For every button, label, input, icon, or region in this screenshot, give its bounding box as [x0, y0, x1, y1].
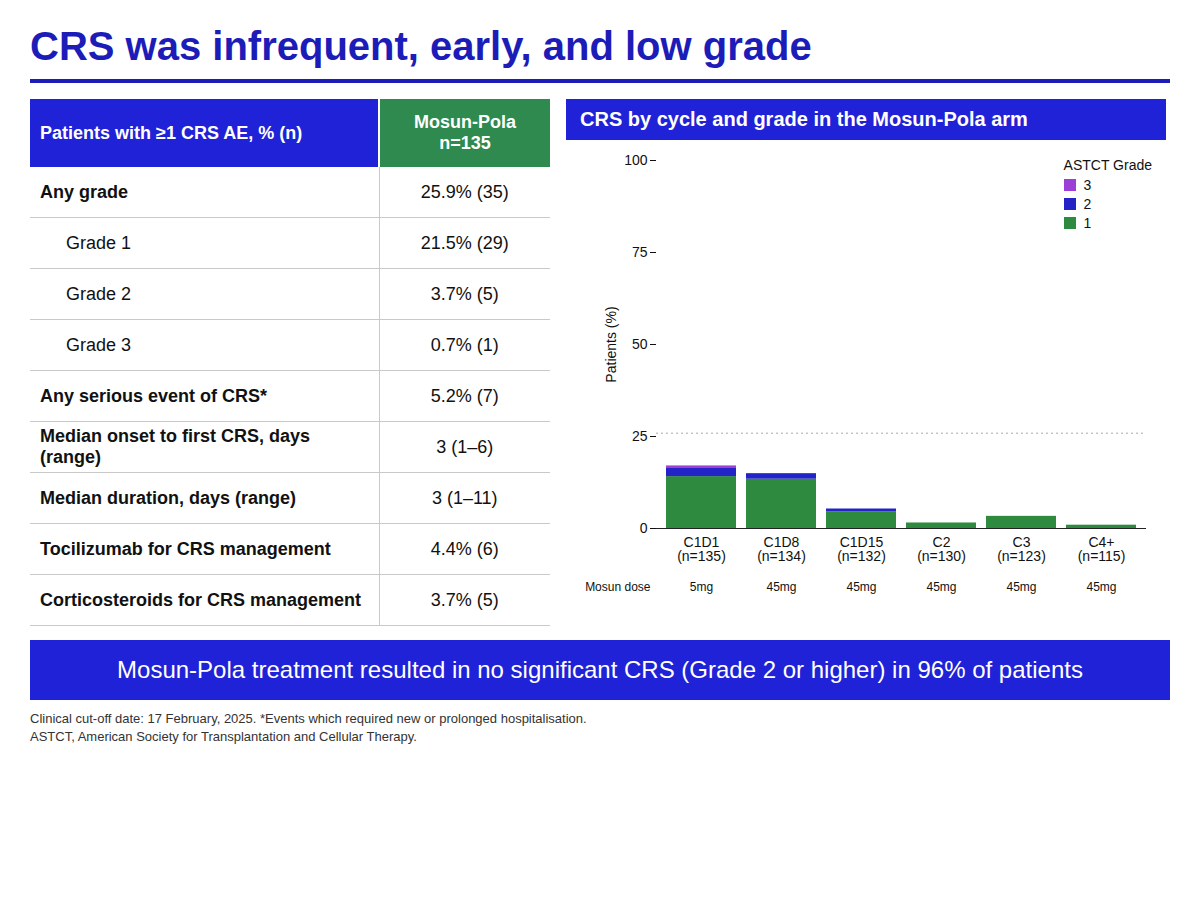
svg-text:C4+(n=115): C4+(n=115)	[1078, 534, 1126, 564]
html-text:3 (1–11): 3 (1–11)	[431, 487, 498, 508]
svg-text:45mg: 45mg	[766, 580, 796, 594]
html-text:5.2% (7): 5.2% (7)	[430, 385, 499, 406]
html-text:Clinical cut-off date: 17 Febr: Clinical cut-off date: 17 February, 2025…	[30, 711, 587, 726]
svg-text:5mg: 5mg	[690, 580, 713, 594]
html-text:Any serious event of CRS*: Any serious event of CRS*	[40, 385, 268, 406]
html-text:ASTCT, American Society for Tr: ASTCT, American Society for Transplantat…	[30, 729, 417, 744]
html-text:CRS by cycle and grade in the: CRS by cycle and grade in the Mosun-Pola…	[580, 108, 1028, 130]
svg-text:0: 0	[640, 520, 648, 536]
html-text:21.5% (29): 21.5% (29)	[420, 232, 509, 253]
svg-text:C3(n=123): C3(n=123)	[997, 534, 1046, 564]
html-text:1: 1	[1083, 215, 1092, 231]
svg-text:45mg: 45mg	[1086, 580, 1116, 594]
svg-text:C1D8(n=134): C1D8(n=134)	[757, 534, 806, 564]
svg-text:C2(n=130): C2(n=130)	[917, 534, 966, 564]
html-text:ASTCT Grade: ASTCT Grade	[1063, 157, 1152, 173]
svg-text:45mg: 45mg	[926, 580, 956, 594]
html-text:25.9% (35): 25.9% (35)	[420, 181, 509, 202]
html-text:Tocilizumab for CRS management: Tocilizumab for CRS management	[40, 538, 331, 559]
html-text:n=135: n=135	[439, 133, 491, 153]
svg-text:C1D15(n=132): C1D15(n=132)	[837, 534, 886, 564]
svg-text:100: 100	[624, 152, 648, 168]
svg-text:75: 75	[632, 244, 648, 260]
html-text:3.7% (5): 3.7% (5)	[430, 589, 499, 610]
html-text:Grade 1: Grade 1	[66, 232, 131, 253]
html-text:Grade 3: Grade 3	[66, 334, 131, 355]
html-text:Median onset to first CRS, day: Median onset to first CRS, days (range)	[40, 426, 310, 467]
svg-text:C1D1(n=135): C1D1(n=135)	[677, 534, 726, 564]
html-text:Grade 2: Grade 2	[66, 283, 131, 304]
svg-text:45mg: 45mg	[846, 580, 876, 594]
html-text:3 (1–6): 3 (1–6)	[436, 436, 494, 457]
html-text:3: 3	[1083, 177, 1092, 193]
html-text:Mosun-Pola: Mosun-Pola	[414, 112, 516, 132]
html-text:4.4% (6): 4.4% (6)	[430, 538, 499, 559]
html-text:2: 2	[1083, 196, 1092, 212]
svg-text:Patients (%): Patients (%)	[603, 306, 619, 382]
html-text:CRS was infrequent, early, and: CRS was infrequent, early, and low grade	[30, 24, 812, 68]
html-text:3.7% (5): 3.7% (5)	[430, 283, 499, 304]
html-text:Median duration, days (range): Median duration, days (range)	[40, 487, 296, 508]
html-text:Mosun-Pola treatment resulted: Mosun-Pola treatment resulted in no sign…	[117, 656, 1083, 683]
html-text:Corticosteroids for CRS manage: Corticosteroids for CRS management	[40, 589, 362, 610]
html-text:Any grade: Any grade	[40, 181, 128, 202]
svg-text:50: 50	[632, 336, 648, 352]
svg-text:25: 25	[632, 428, 648, 444]
svg-text:45mg: 45mg	[1006, 580, 1036, 594]
html-text:0.7% (1): 0.7% (1)	[430, 334, 499, 355]
html-text:Patients with ≥1 CRS AE, % (n): Patients with ≥1 CRS AE, % (n)	[40, 122, 303, 143]
svg-text:Mosun dose: Mosun dose	[585, 580, 651, 594]
